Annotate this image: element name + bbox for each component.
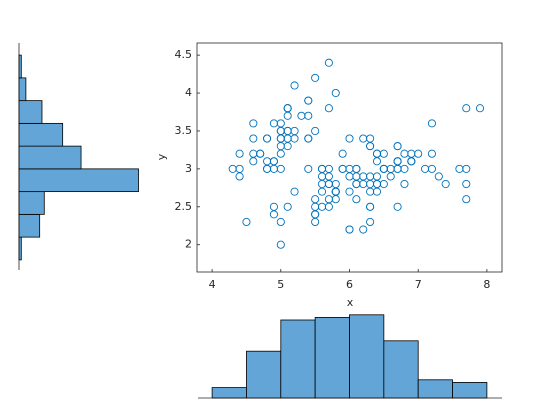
point <box>269 202 278 211</box>
point <box>338 164 347 173</box>
point <box>269 119 278 128</box>
point <box>249 134 258 143</box>
point <box>263 134 272 143</box>
point <box>427 164 436 173</box>
point <box>427 119 436 128</box>
point <box>462 104 471 113</box>
point <box>462 164 471 173</box>
point <box>297 111 306 120</box>
point <box>235 149 244 158</box>
x-tick-label: 7 <box>415 278 422 291</box>
point <box>290 187 299 196</box>
point <box>338 149 347 158</box>
point <box>407 157 416 166</box>
point <box>434 172 443 181</box>
point <box>393 142 402 151</box>
point <box>462 195 471 204</box>
histogram-bar <box>18 54 22 79</box>
histogram-bar <box>18 145 82 170</box>
point <box>393 164 402 173</box>
point <box>276 126 285 136</box>
histogram-bar <box>452 381 488 399</box>
point <box>331 88 340 98</box>
point <box>475 104 485 113</box>
point <box>283 202 292 211</box>
histogram-bar <box>18 100 43 124</box>
point <box>249 149 258 158</box>
x-tick-label: 5 <box>277 278 284 291</box>
histogram-bar <box>18 191 45 215</box>
point <box>345 187 354 196</box>
histogram-bar <box>18 122 64 147</box>
point <box>462 179 471 189</box>
histogram-bar <box>383 340 419 399</box>
point <box>283 134 292 143</box>
point <box>366 202 375 211</box>
point <box>331 187 340 196</box>
y-tick-label: 2.5 <box>175 200 193 213</box>
y-tick-label: 3 <box>185 162 192 175</box>
point <box>393 202 402 211</box>
point <box>276 217 285 227</box>
y-tick-label: 4.5 <box>175 48 193 61</box>
point <box>359 225 368 234</box>
point <box>317 179 327 189</box>
point <box>359 134 368 143</box>
point <box>290 81 299 90</box>
point <box>427 149 436 158</box>
point <box>379 164 388 173</box>
x-axis-label: x <box>347 296 354 309</box>
point <box>345 134 354 143</box>
point <box>324 58 333 67</box>
point <box>366 179 375 189</box>
y-tick-label: 3.5 <box>175 124 193 137</box>
point <box>366 217 375 227</box>
point <box>276 164 285 173</box>
point <box>304 96 313 105</box>
point <box>324 104 333 113</box>
histogram-bar <box>417 379 453 399</box>
point <box>311 126 320 136</box>
histogram-bar <box>349 314 385 399</box>
x-tick-label: 4 <box>209 278 216 291</box>
point <box>304 134 313 143</box>
point <box>400 149 409 158</box>
x-tick-label: 8 <box>483 278 490 291</box>
point <box>324 202 333 211</box>
x-tick-label: 6 <box>346 278 353 291</box>
point <box>372 157 382 166</box>
histogram-bar <box>18 168 139 193</box>
histogram-bar <box>18 77 27 102</box>
histogram-bar <box>246 350 282 399</box>
point <box>242 217 251 227</box>
scatter-frame <box>196 42 503 273</box>
point <box>276 240 285 249</box>
histogram-bar <box>18 236 22 261</box>
histogram-bar <box>314 316 350 399</box>
point <box>276 142 285 151</box>
histogram-bar <box>280 319 316 399</box>
y-tick-label: 2 <box>185 238 192 251</box>
point <box>345 225 354 234</box>
point <box>269 157 278 166</box>
point <box>249 119 258 128</box>
point <box>304 164 313 173</box>
histogram-bar <box>18 213 41 238</box>
point <box>235 164 244 173</box>
point <box>283 104 292 113</box>
point <box>441 179 450 189</box>
histogram-bar <box>211 387 247 399</box>
y-tick-label: 4 <box>185 86 192 99</box>
point <box>311 73 320 82</box>
point <box>311 195 320 204</box>
point <box>400 179 409 189</box>
y-axis-label: y <box>155 153 168 160</box>
point <box>263 164 272 173</box>
point <box>352 195 361 204</box>
